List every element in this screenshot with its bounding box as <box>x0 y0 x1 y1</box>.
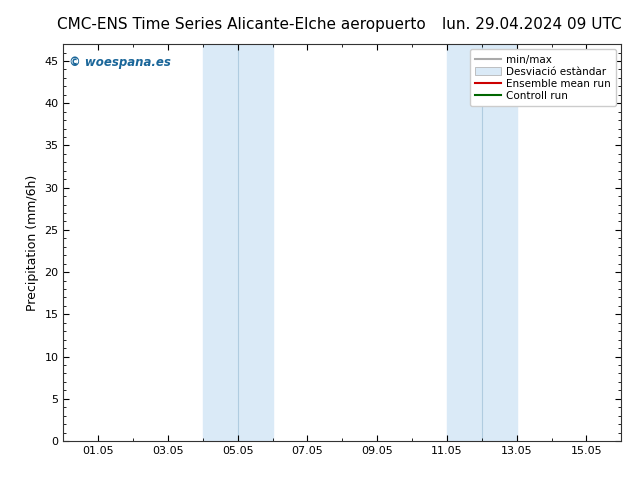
Bar <box>482 44 517 441</box>
Y-axis label: Precipitation (mm/6h): Precipitation (mm/6h) <box>26 174 39 311</box>
Bar <box>238 44 273 441</box>
Bar <box>203 44 238 441</box>
Text: lun. 29.04.2024 09 UTC: lun. 29.04.2024 09 UTC <box>442 17 621 32</box>
Text: © woespana.es: © woespana.es <box>69 56 171 69</box>
Bar <box>447 44 482 441</box>
Text: CMC-ENS Time Series Alicante-Elche aeropuerto: CMC-ENS Time Series Alicante-Elche aerop… <box>56 17 425 32</box>
Legend: min/max, Desviació estàndar, Ensemble mean run, Controll run: min/max, Desviació estàndar, Ensemble me… <box>470 49 616 106</box>
